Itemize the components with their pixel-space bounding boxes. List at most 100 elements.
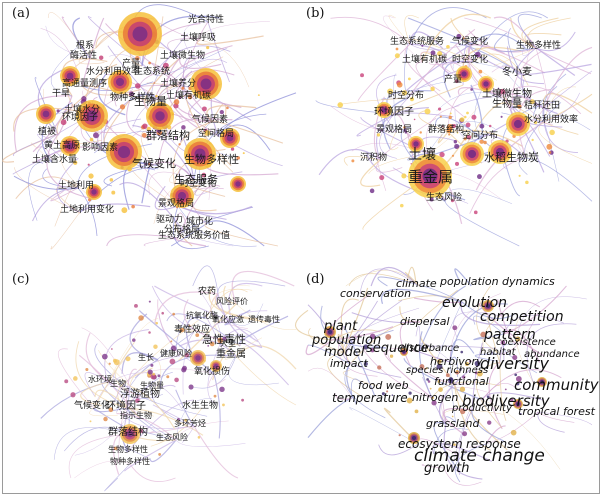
network-link [499, 300, 541, 317]
hub-node [66, 72, 74, 80]
keyword-label: 景观格局 [376, 125, 413, 135]
keyword-node [173, 99, 180, 105]
keyword-node [85, 367, 89, 372]
network-link [107, 318, 159, 383]
network-link [175, 398, 212, 441]
keyword-label: climate change [414, 446, 545, 466]
keyword-label: 生物量 [492, 99, 522, 110]
keyword-node [424, 108, 431, 115]
keyword-node [515, 336, 521, 342]
keyword-node [425, 367, 428, 370]
network-link [433, 428, 469, 455]
keyword-node [60, 119, 67, 126]
network-link [453, 311, 501, 338]
network-link [522, 79, 545, 109]
keyword-label: response [466, 437, 521, 451]
keyword-node [213, 394, 217, 398]
network-link [36, 119, 83, 165]
network-link [503, 329, 541, 363]
keyword-node [181, 86, 185, 90]
keyword-node [499, 88, 506, 95]
keyword-label: functional [434, 375, 489, 388]
keyword-node [421, 44, 424, 47]
hub-node [226, 134, 234, 142]
keyword-label: 浮游植物 [120, 389, 160, 400]
keyword-node [423, 367, 426, 370]
network-link [520, 73, 558, 115]
keyword-node [148, 331, 151, 334]
network-link [206, 105, 257, 123]
keyword-node [163, 62, 169, 69]
network-link [464, 17, 537, 49]
network-link [537, 411, 575, 423]
network-link [34, 77, 59, 135]
keyword-node [138, 315, 144, 321]
keyword-label: model [324, 345, 365, 360]
hub-node [117, 145, 131, 159]
network-link [125, 371, 173, 409]
keyword-node [363, 344, 369, 350]
network-link [85, 332, 141, 397]
hub-node [381, 107, 387, 113]
hub-node [483, 81, 489, 87]
keyword-label: pattern [484, 327, 536, 343]
keyword-node [360, 73, 364, 78]
keyword-node [546, 143, 553, 150]
network-link [481, 369, 562, 401]
network-link [318, 148, 381, 176]
network-link [431, 381, 500, 399]
keyword-node [534, 121, 538, 125]
network-link [178, 21, 209, 87]
panel-d-label: (d) [306, 272, 325, 287]
keyword-node [148, 133, 151, 136]
keyword-label: 时空变化 [180, 179, 217, 189]
network-link [476, 285, 501, 355]
keyword-node [157, 374, 161, 378]
keyword-node [148, 300, 151, 303]
keyword-node [490, 351, 493, 354]
network-link [494, 32, 537, 52]
network-link [50, 46, 79, 97]
network-link [183, 21, 209, 69]
network-link [330, 16, 411, 45]
keyword-node [500, 340, 506, 345]
hub-node [155, 111, 165, 121]
network-link [380, 288, 463, 305]
keyword-node [201, 106, 207, 112]
network-link [81, 84, 151, 102]
network-link [499, 318, 536, 355]
keyword-node [431, 400, 437, 406]
keyword-node [73, 376, 78, 381]
network-link [199, 39, 250, 88]
network-link [183, 299, 223, 341]
network-link [199, 21, 270, 41]
network-link [419, 289, 458, 323]
keyword-node [454, 161, 460, 166]
network-link [543, 92, 580, 123]
keyword-label: grassland [426, 417, 480, 430]
keyword-node [206, 46, 210, 50]
network-link [344, 363, 386, 419]
network-link [211, 343, 241, 381]
network-link [543, 115, 591, 131]
network-link [444, 199, 520, 247]
network-link [103, 99, 131, 144]
keyword-label: 生长 [138, 353, 154, 362]
network-link [210, 293, 248, 330]
keyword-label: climate [396, 277, 437, 290]
hub-node [402, 350, 406, 354]
keyword-node [510, 429, 517, 436]
keyword-node [451, 415, 454, 418]
network-link [437, 131, 449, 144]
network-link [535, 47, 549, 112]
keyword-node [438, 387, 443, 392]
keyword-node [473, 210, 478, 215]
network-link [404, 34, 411, 99]
network-link [81, 327, 131, 387]
keyword-node [257, 94, 260, 97]
keyword-label: 氧化应激 [212, 315, 244, 324]
keyword-label: 生态系统服务 [390, 37, 445, 47]
network-link [81, 17, 105, 87]
keyword-node [187, 95, 193, 100]
network-link [139, 384, 183, 410]
